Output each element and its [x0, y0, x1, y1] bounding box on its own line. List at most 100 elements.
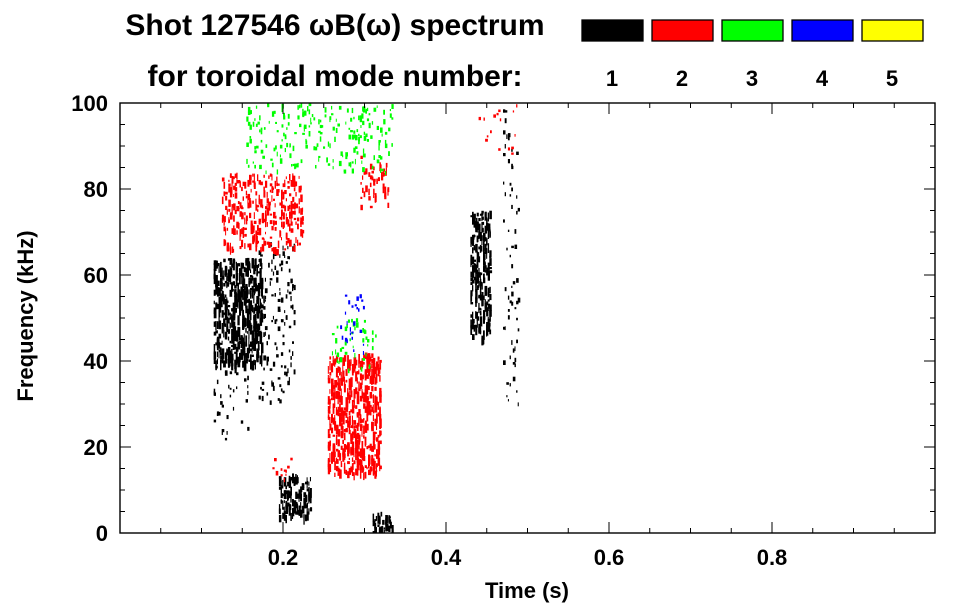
spectrum-point	[366, 445, 369, 450]
spectrum-point	[353, 116, 355, 120]
spectrum-point	[242, 196, 244, 201]
spectrum-point	[363, 455, 366, 462]
spectrum-point	[270, 158, 273, 161]
spectrum-point	[358, 388, 361, 392]
spectrum-point	[268, 120, 270, 124]
spectrum-point	[340, 461, 342, 463]
spectrum-point	[283, 500, 285, 504]
spectrum-point	[483, 336, 485, 345]
spectrum-point	[484, 261, 486, 272]
spectrum-point	[295, 163, 298, 168]
spectrum-point	[371, 458, 374, 466]
spectrum-point	[368, 386, 370, 390]
spectrum-point	[362, 153, 366, 158]
spectrum-point	[229, 312, 231, 316]
spectrum-point	[475, 243, 478, 253]
spectrum-point	[350, 435, 353, 444]
spectrum-point	[353, 362, 356, 372]
spectrum-point	[327, 441, 330, 449]
spectrum-point	[289, 239, 292, 247]
spectrum-point	[344, 311, 347, 315]
spectrum-point	[257, 294, 260, 300]
spectrum-point	[516, 210, 518, 215]
spectrum-point	[263, 332, 265, 337]
spectrum-point	[347, 319, 350, 323]
spectrum-point	[351, 400, 354, 403]
spectrum-point	[359, 395, 363, 399]
spectrum-point	[239, 211, 241, 215]
spectrum-point	[305, 514, 308, 522]
spectrum-point	[329, 116, 331, 123]
spectrum-point	[382, 519, 385, 525]
spectrum-point	[293, 188, 296, 192]
spectrum-point	[260, 246, 262, 253]
spectrum-point	[290, 486, 292, 496]
spectrum-point	[263, 174, 265, 178]
spectrum-point	[242, 227, 244, 235]
spectrum-region-mode-1	[503, 109, 521, 407]
spectrum-point	[287, 186, 290, 189]
spectrum-point	[253, 173, 255, 181]
spectrum-point	[257, 174, 259, 182]
spectrum-point	[389, 516, 391, 519]
spectrum-point	[232, 330, 236, 341]
spectrum-point	[354, 135, 358, 141]
spectrum-point	[310, 117, 312, 123]
spectrum-point	[514, 134, 516, 137]
spectrum-point	[359, 469, 362, 479]
spectrum-point	[232, 340, 235, 350]
spectrum-point	[284, 205, 287, 212]
spectrum-point	[242, 181, 245, 186]
spectrum-point	[285, 198, 287, 202]
spectrum-point	[362, 175, 364, 180]
spectrum-point	[244, 227, 247, 230]
spectrum-point	[269, 242, 273, 246]
spectrum-point	[341, 346, 345, 349]
spectrum-point	[234, 307, 237, 313]
spectrum-point	[274, 215, 277, 219]
x-tick-label: 0.2	[268, 545, 299, 570]
spectrum-point	[496, 112, 499, 116]
spectrum-point	[332, 126, 335, 131]
spectrum-point	[240, 301, 244, 310]
spectrum-point	[485, 138, 488, 142]
spectrum-point	[372, 357, 376, 365]
spectrum-point	[241, 186, 243, 192]
spectrum-point	[257, 282, 261, 293]
spectrum-point	[246, 322, 250, 329]
spectrum-point	[227, 355, 230, 365]
spectrum-point	[362, 305, 365, 310]
spectrum-point	[229, 175, 232, 178]
spectrum-point	[245, 190, 248, 196]
spectrum-point	[301, 229, 305, 234]
spectrum-point	[347, 363, 350, 369]
spectrum-point	[473, 245, 476, 251]
spectrum-point	[368, 368, 371, 377]
spectrum-point	[260, 127, 263, 131]
spectrum-point	[287, 219, 290, 227]
spectrum-point	[363, 354, 366, 359]
y-tick-label: 60	[84, 263, 108, 288]
spectrum-point	[220, 360, 222, 371]
spectrum-point	[368, 401, 371, 411]
spectrum-point	[294, 163, 297, 169]
spectrum-point	[260, 270, 262, 273]
spectrum-point	[484, 243, 487, 252]
spectrum-point	[245, 259, 248, 263]
spectrum-point	[359, 396, 363, 402]
spectrum-point	[227, 336, 230, 341]
spectrum-point	[361, 419, 364, 423]
spectrum-point	[235, 273, 239, 281]
spectrum-point	[340, 396, 343, 405]
spectrum-point	[254, 320, 257, 327]
spectrum-point	[213, 274, 216, 278]
spectrum-point	[254, 164, 256, 169]
spectrum-point	[509, 383, 511, 387]
spectrum-point	[239, 202, 242, 209]
spectrum-point	[282, 342, 285, 346]
spectrum-point	[243, 290, 245, 300]
spectrum-point	[265, 144, 268, 148]
spectrum-point	[261, 352, 263, 363]
spectrum-point	[276, 169, 279, 175]
spectrum-point	[302, 111, 305, 116]
